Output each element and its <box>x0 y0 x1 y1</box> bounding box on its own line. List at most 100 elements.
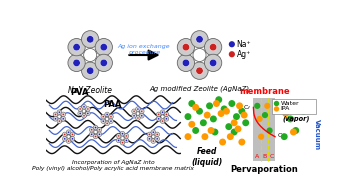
Circle shape <box>300 108 307 115</box>
Circle shape <box>79 108 81 110</box>
Circle shape <box>105 112 110 117</box>
Circle shape <box>238 108 245 115</box>
Circle shape <box>231 129 238 136</box>
Circle shape <box>93 125 98 130</box>
Circle shape <box>87 112 89 115</box>
Circle shape <box>274 101 279 106</box>
Circle shape <box>292 127 299 134</box>
Circle shape <box>62 132 67 137</box>
Text: C$_f$: C$_f$ <box>243 103 252 112</box>
Circle shape <box>136 116 140 120</box>
Circle shape <box>100 43 107 51</box>
Circle shape <box>151 139 156 143</box>
Circle shape <box>59 120 60 122</box>
Circle shape <box>192 104 199 111</box>
Circle shape <box>73 43 80 51</box>
Circle shape <box>156 138 158 140</box>
Circle shape <box>94 130 97 134</box>
Circle shape <box>193 48 206 62</box>
Circle shape <box>182 43 190 51</box>
Circle shape <box>66 130 71 135</box>
Circle shape <box>160 119 165 123</box>
Bar <box>253 98 275 161</box>
Circle shape <box>274 106 279 112</box>
Circle shape <box>62 137 67 141</box>
Circle shape <box>62 113 64 115</box>
Circle shape <box>287 115 294 122</box>
Circle shape <box>162 111 164 113</box>
Circle shape <box>185 113 191 120</box>
Circle shape <box>200 119 207 126</box>
Circle shape <box>229 41 235 47</box>
Circle shape <box>137 108 139 110</box>
Circle shape <box>236 102 243 109</box>
Circle shape <box>100 59 107 67</box>
Circle shape <box>229 51 235 57</box>
Text: PVA: PVA <box>70 88 89 97</box>
Circle shape <box>70 137 75 141</box>
Circle shape <box>91 129 93 131</box>
Circle shape <box>267 127 273 134</box>
Circle shape <box>132 113 136 118</box>
Circle shape <box>57 119 62 123</box>
Circle shape <box>71 133 74 135</box>
Circle shape <box>133 115 135 117</box>
Circle shape <box>97 127 102 132</box>
Circle shape <box>149 138 150 140</box>
Circle shape <box>235 125 241 132</box>
Circle shape <box>182 59 190 67</box>
Text: Pervaporation: Pervaporation <box>230 165 298 174</box>
Circle shape <box>136 107 140 111</box>
Circle shape <box>82 110 86 113</box>
Circle shape <box>155 132 160 137</box>
Circle shape <box>106 122 108 124</box>
Circle shape <box>211 129 218 136</box>
Circle shape <box>141 115 143 117</box>
Circle shape <box>82 105 86 109</box>
Circle shape <box>279 102 286 109</box>
Circle shape <box>282 110 289 117</box>
Circle shape <box>155 137 160 141</box>
Circle shape <box>64 138 66 140</box>
Circle shape <box>241 112 248 119</box>
Circle shape <box>62 118 64 120</box>
Circle shape <box>162 120 164 122</box>
Text: NaY Zeolite: NaY Zeolite <box>68 86 112 95</box>
Circle shape <box>120 131 125 136</box>
Circle shape <box>210 59 217 67</box>
Circle shape <box>136 112 140 115</box>
Circle shape <box>53 112 58 117</box>
Circle shape <box>121 142 124 144</box>
Circle shape <box>177 39 195 56</box>
Circle shape <box>67 140 70 142</box>
Circle shape <box>164 112 169 117</box>
Circle shape <box>161 115 164 118</box>
Circle shape <box>137 117 139 119</box>
Circle shape <box>160 110 165 115</box>
Circle shape <box>152 135 155 138</box>
Circle shape <box>64 133 66 135</box>
Circle shape <box>165 118 167 120</box>
Circle shape <box>68 39 85 56</box>
Circle shape <box>219 139 226 146</box>
Circle shape <box>57 110 62 115</box>
Circle shape <box>82 113 86 118</box>
Circle shape <box>118 135 120 137</box>
Circle shape <box>192 127 199 134</box>
Circle shape <box>227 133 234 140</box>
Circle shape <box>196 36 203 43</box>
Circle shape <box>221 105 228 112</box>
Circle shape <box>256 116 263 122</box>
Circle shape <box>81 31 99 48</box>
Circle shape <box>281 133 288 140</box>
Circle shape <box>218 110 225 117</box>
Circle shape <box>158 113 160 115</box>
Circle shape <box>132 109 136 114</box>
Circle shape <box>67 135 70 138</box>
Circle shape <box>125 135 127 137</box>
Circle shape <box>116 134 121 138</box>
Circle shape <box>78 111 82 116</box>
Text: IPA: IPA <box>280 106 290 112</box>
Circle shape <box>86 36 94 43</box>
Circle shape <box>210 43 217 51</box>
